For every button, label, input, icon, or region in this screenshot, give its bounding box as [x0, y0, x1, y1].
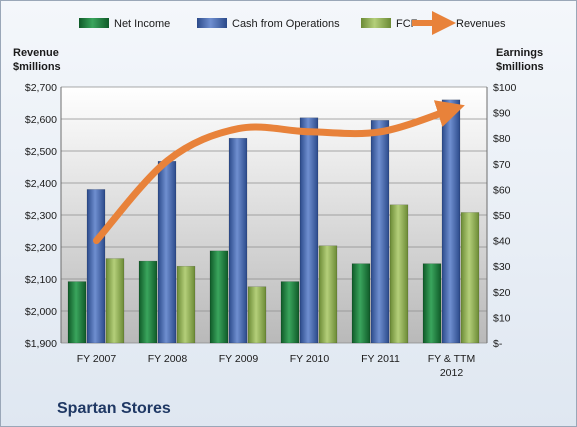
bar-cash-from-operations-4 [370, 120, 390, 344]
right-axis-title-line1: Earnings [496, 47, 543, 59]
right-axis-title-line2: $millions [496, 61, 544, 73]
bar-fcf-5 [460, 212, 480, 344]
gridlines [60, 86, 488, 344]
left-tick-label: $2,400 [25, 178, 57, 190]
x-tick-label: FY 2011 [361, 353, 400, 365]
bar-net-income-4 [351, 263, 371, 344]
legend-swatch-cash-from-operations [197, 18, 227, 28]
x-tick-label: FY 2007 [77, 353, 117, 365]
revenue-line [93, 100, 465, 245]
legend-swatch-net-income [79, 18, 109, 28]
bar-cash-from-operations-5 [441, 99, 461, 344]
right-axis-ticks: $- $10 $20 $30 $40 $50 $60 $70 $80 $90 $100 [493, 82, 517, 350]
right-tick-label: $40 [493, 236, 511, 248]
right-tick-label: $50 [493, 210, 511, 222]
revenue-series-line [93, 100, 465, 245]
legend: Net Income Cash from Operations FCF Revenue… [79, 11, 506, 35]
right-tick-label: $30 [493, 261, 511, 273]
right-tick-label: $20 [493, 287, 511, 299]
left-axis-ticks: $1,900 $2,000 $2,100 $2,200 $2,300 $2,400 $2,5… [25, 82, 57, 350]
left-tick-label: $2,100 [25, 274, 57, 286]
right-tick-label: $70 [493, 159, 511, 171]
x-tick-label: FY 2008 [148, 353, 188, 365]
bar-fcf-2 [247, 286, 267, 344]
bar-net-income-0 [67, 281, 87, 344]
x-axis-ticks: FY 2007 FY 2008 FY 2009 FY 2010 FY 2011 FY & … [77, 353, 475, 379]
legend-label: Cash from Operations [232, 18, 340, 30]
x-tick-label: FY & TTM [428, 353, 475, 365]
left-tick-label: $2,700 [25, 82, 57, 94]
x-tick-label: FY 2009 [219, 353, 259, 365]
right-tick-label: $10 [493, 312, 511, 324]
chart-title: Spartan Stores [57, 400, 171, 417]
left-tick-label: $2,200 [25, 242, 57, 254]
bar-net-income-2 [209, 250, 229, 344]
bars [67, 99, 480, 344]
bar-cash-from-operations-3 [299, 117, 319, 344]
left-tick-label: $2,300 [25, 210, 57, 222]
left-tick-label: $2,600 [25, 114, 57, 126]
left-tick-label: $2,000 [25, 306, 57, 318]
x-tick-label: 2012 [440, 367, 464, 379]
bar-net-income-5 [422, 263, 442, 344]
bar-fcf-0 [105, 258, 125, 344]
legend-label: Revenues [456, 18, 506, 30]
legend-swatch-fcf [361, 18, 391, 28]
right-tick-label: $80 [493, 133, 511, 145]
bar-cash-from-operations-1 [157, 160, 177, 344]
legend-label: Net Income [114, 18, 170, 30]
right-tick-label: $90 [493, 108, 511, 120]
right-tick-label: $60 [493, 184, 511, 196]
left-tick-label: $1,900 [25, 338, 57, 350]
left-axis-title-line2: $millions [13, 61, 61, 73]
bar-fcf-3 [318, 245, 338, 344]
x-tick-label: FY 2010 [290, 353, 330, 365]
bar-fcf-4 [389, 204, 409, 344]
bar-fcf-1 [176, 265, 196, 344]
left-axis-title-line1: Revenue [13, 47, 59, 59]
right-tick-label: $- [493, 338, 503, 350]
bar-cash-from-operations-0 [86, 189, 106, 344]
bar-net-income-1 [138, 260, 158, 344]
left-tick-label: $2,500 [25, 146, 57, 158]
bar-net-income-3 [280, 281, 300, 344]
right-tick-label: $100 [493, 82, 517, 94]
bar-cash-from-operations-2 [228, 137, 248, 344]
